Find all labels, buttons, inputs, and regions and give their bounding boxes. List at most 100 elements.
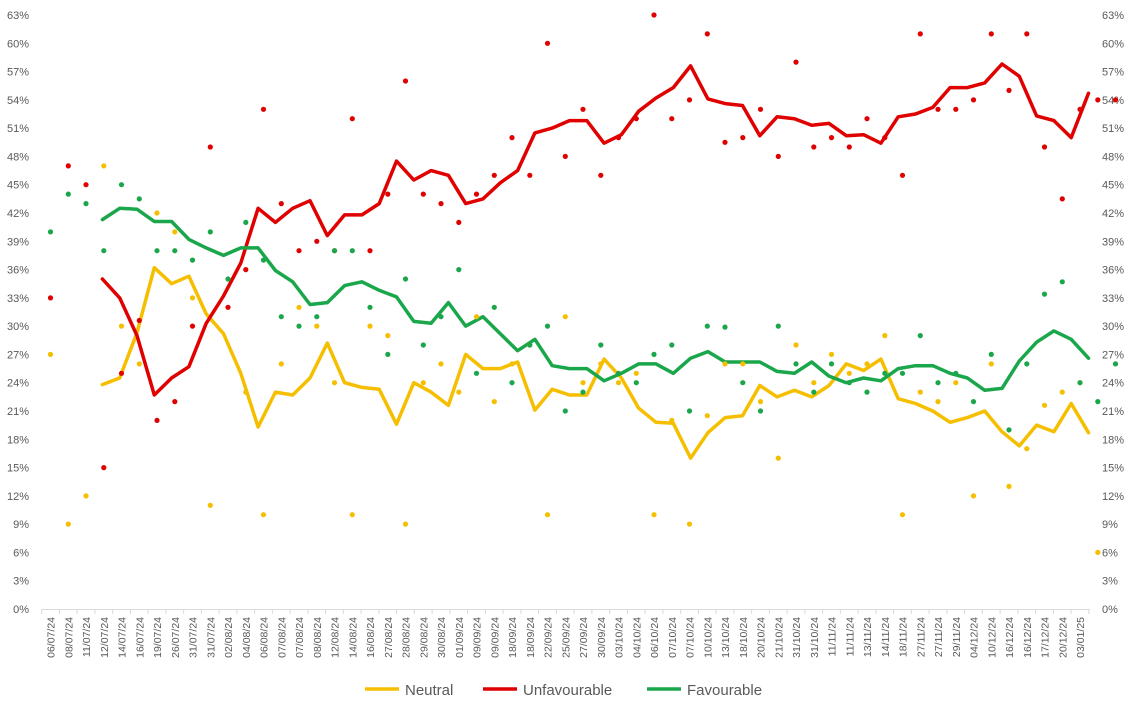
x-tick-label: 22/09/24 (543, 617, 555, 658)
data-point-favourable (491, 304, 497, 310)
x-tick-label: 08/08/24 (312, 617, 324, 658)
data-point-neutral (207, 502, 213, 508)
x-tick-label: 11/07/24 (81, 617, 93, 657)
y-tick-label-right: 48% (1102, 151, 1124, 163)
data-point-neutral (1059, 389, 1065, 395)
data-point-favourable (953, 370, 959, 376)
data-point-favourable (296, 323, 302, 329)
data-point-neutral (740, 361, 746, 367)
x-tick-label: 03/01/25 (1075, 617, 1087, 658)
x-tick-label: 07/10/24 (685, 617, 697, 658)
data-point-neutral (562, 314, 568, 320)
data-point-neutral (278, 361, 284, 367)
data-point-unfavourable (207, 144, 213, 150)
data-point-unfavourable (473, 191, 480, 197)
data-point-neutral (136, 361, 142, 367)
x-tick-label: 18/09/24 (525, 617, 537, 658)
data-point-unfavourable (953, 106, 959, 112)
x-tick-label: 06/08/24 (259, 617, 271, 658)
data-point-favourable (1095, 399, 1101, 405)
data-point-neutral (331, 380, 338, 386)
y-tick-label-right: 57% (1102, 67, 1124, 79)
y-tick-label-right: 0% (1102, 604, 1118, 616)
data-point-neutral (828, 351, 835, 357)
y-tick-label-left: 42% (7, 208, 29, 220)
y-tick-label-right: 9% (1102, 519, 1118, 531)
data-point-unfavourable (243, 267, 249, 273)
data-point-neutral (509, 361, 515, 367)
y-tick-label-left: 21% (7, 406, 29, 418)
data-point-neutral (47, 351, 54, 357)
data-point-favourable (882, 370, 888, 376)
x-tick-label: 18/11/24 (898, 617, 910, 657)
x-tick-label: 14/11/24 (880, 617, 892, 657)
data-point-neutral (669, 417, 675, 423)
data-point-unfavourable (686, 97, 693, 103)
data-point-unfavourable (598, 172, 604, 178)
data-point-unfavourable (1112, 97, 1119, 103)
data-point-favourable (473, 370, 480, 376)
data-point-favourable (1077, 380, 1083, 386)
data-point-favourable (846, 380, 852, 386)
x-tick-label: 30/08/24 (436, 617, 448, 658)
data-point-neutral (775, 455, 781, 461)
data-point-favourable (722, 324, 728, 330)
data-point-unfavourable (864, 116, 870, 122)
y-tick-label-left: 60% (7, 38, 29, 50)
x-tick-label: 11/11/24 (844, 617, 856, 656)
x-tick-label: 02/08/24 (223, 617, 235, 658)
y-tick-label-left: 12% (7, 491, 29, 503)
x-tick-label: 13/11/24 (862, 617, 874, 657)
legend-label-unfavourable: Unfavourable (523, 682, 612, 699)
y-tick-label-right: 27% (1102, 349, 1124, 361)
y-tick-label-left: 39% (7, 236, 29, 248)
data-point-neutral (846, 370, 852, 376)
y-tick-label-right: 6% (1102, 547, 1118, 559)
data-point-unfavourable (83, 182, 89, 188)
data-point-favourable (331, 248, 338, 254)
x-tick-label: 04/12/24 (969, 617, 981, 658)
y-tick-label-left: 45% (7, 180, 29, 192)
data-point-favourable (651, 351, 657, 357)
data-point-neutral (172, 229, 178, 235)
data-point-neutral (988, 361, 994, 367)
data-point-unfavourable (846, 144, 852, 150)
data-point-favourable (349, 248, 355, 254)
data-point-unfavourable (189, 323, 196, 329)
data-point-favourable (598, 342, 604, 348)
data-point-unfavourable (1041, 144, 1048, 150)
data-point-favourable (101, 248, 107, 254)
data-point-neutral (420, 380, 426, 386)
x-tick-label: 30/09/24 (596, 617, 608, 658)
y-tick-label-right: 12% (1102, 491, 1124, 503)
data-point-unfavourable (1077, 106, 1083, 112)
data-point-neutral (899, 512, 906, 518)
data-point-neutral (314, 323, 320, 329)
data-point-favourable (917, 333, 923, 339)
data-point-unfavourable (509, 135, 515, 141)
x-tick-label: 27/11/24 (915, 617, 927, 657)
x-tick-label: 17/12/24 (1040, 617, 1052, 658)
y-tick-label-right: 30% (1102, 321, 1124, 333)
data-point-neutral (65, 521, 71, 527)
data-point-favourable (544, 323, 551, 329)
x-tick-label: 26/07/24 (170, 617, 182, 658)
data-point-unfavourable (651, 12, 657, 18)
data-point-neutral (1041, 402, 1048, 408)
data-point-neutral (456, 389, 462, 395)
data-point-unfavourable (47, 295, 54, 301)
data-point-unfavourable (669, 116, 675, 122)
y-tick-label-left: 15% (7, 463, 29, 475)
data-point-favourable (420, 342, 426, 348)
data-point-unfavourable (562, 153, 568, 159)
y-tick-label-left: 6% (13, 547, 29, 559)
x-tick-label: 04/10/24 (631, 617, 643, 658)
x-tick-label: 28/08/24 (401, 617, 413, 658)
data-point-favourable (189, 257, 196, 263)
data-point-favourable (225, 276, 231, 282)
data-point-favourable (65, 191, 71, 197)
data-point-favourable (83, 201, 89, 207)
data-point-unfavourable (793, 59, 799, 65)
data-point-neutral (1006, 483, 1012, 489)
x-tick-label: 31/07/24 (188, 617, 200, 658)
